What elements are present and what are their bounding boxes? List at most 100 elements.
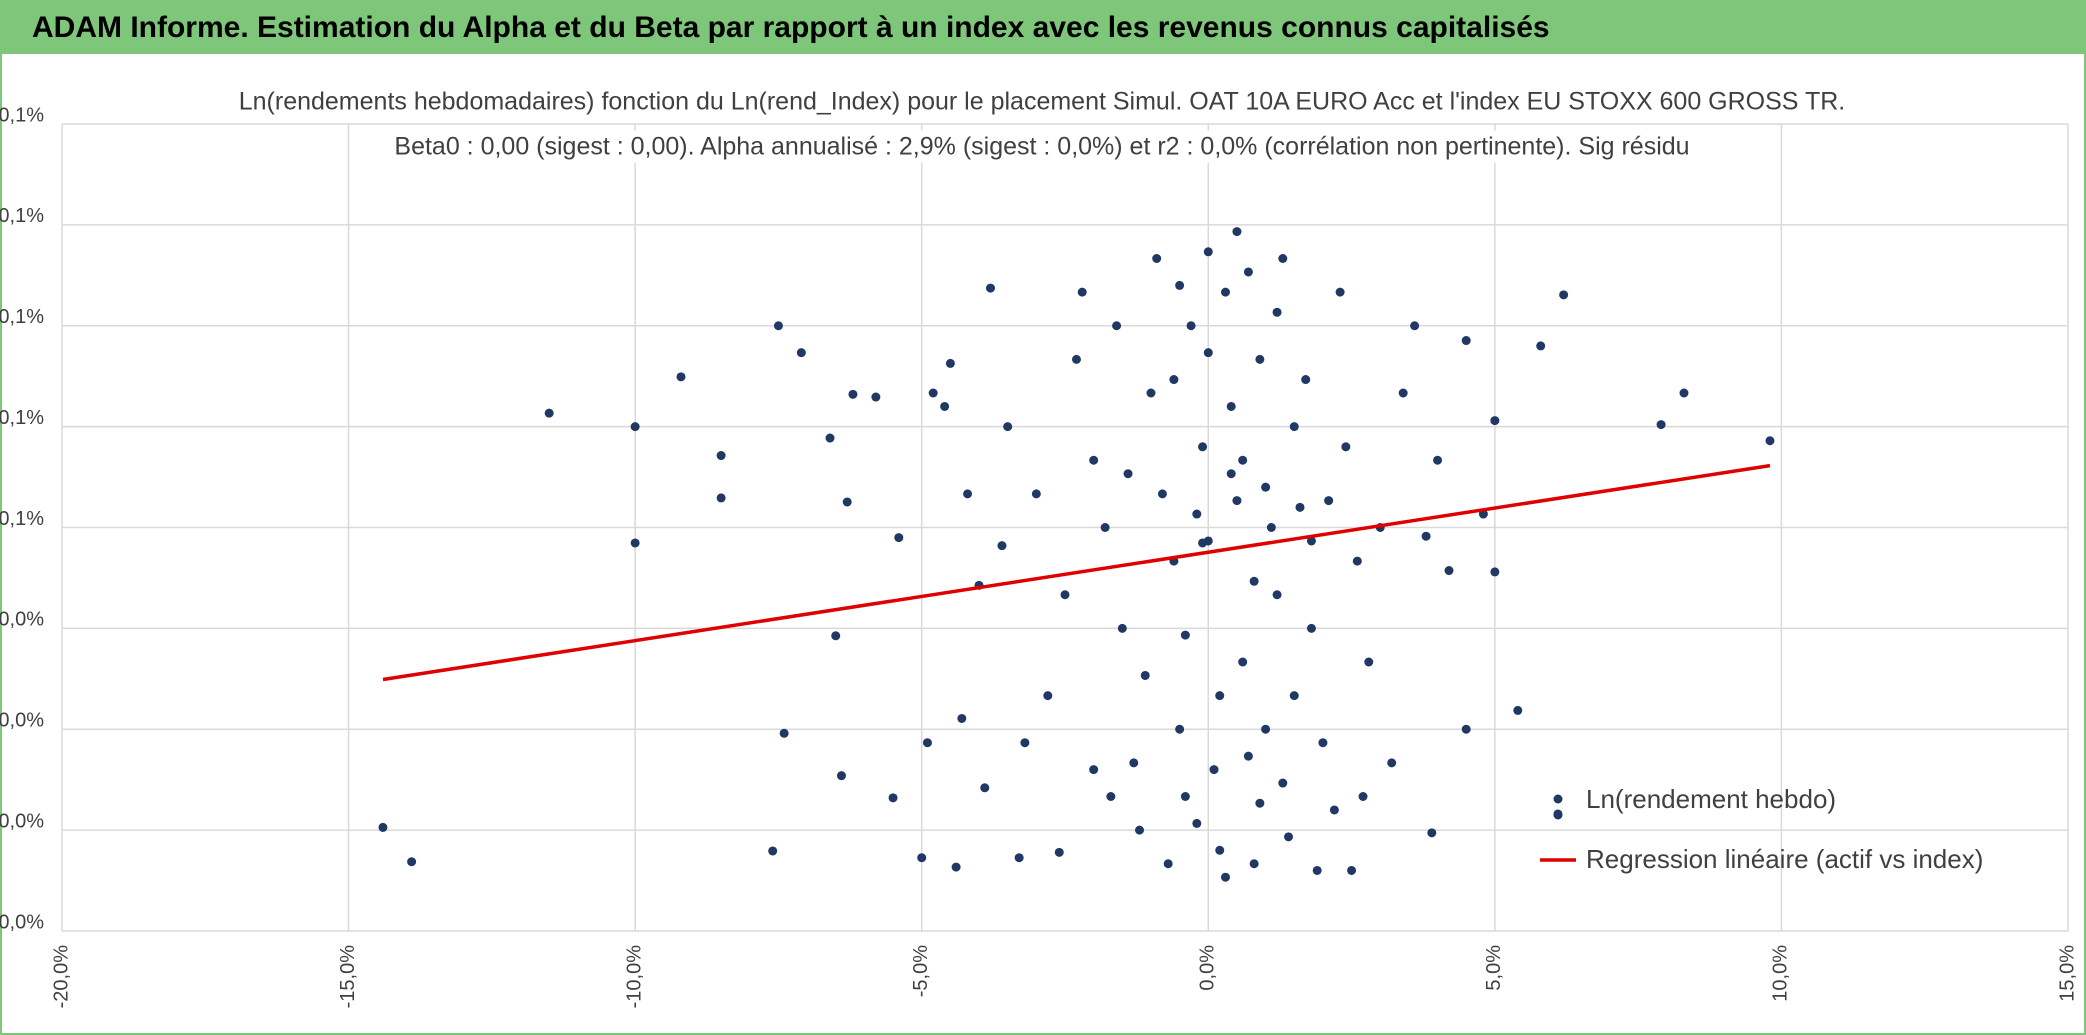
scatter-point bbox=[1112, 321, 1122, 331]
scatter-point bbox=[871, 392, 881, 402]
scatter-point bbox=[1324, 496, 1334, 506]
scatter-point bbox=[1347, 865, 1357, 875]
scatter-point bbox=[1352, 556, 1362, 566]
scatter-point bbox=[1226, 401, 1236, 411]
x-tick-label: -5,0% bbox=[910, 945, 932, 997]
scatter-point bbox=[1243, 751, 1253, 761]
y-tick-label: 0,1% bbox=[0, 407, 44, 429]
scatter-point bbox=[1146, 388, 1156, 398]
scatter-point bbox=[1215, 845, 1225, 855]
scatter-point bbox=[1238, 657, 1248, 667]
scatter-point bbox=[1266, 523, 1276, 532]
scatter-point bbox=[997, 541, 1007, 551]
title-background bbox=[230, 85, 1854, 118]
y-tick-label: 0,1% bbox=[0, 508, 44, 530]
scatter-point bbox=[630, 422, 640, 432]
scatter-point bbox=[1054, 847, 1064, 857]
scatter-point bbox=[1427, 828, 1437, 838]
scatter-point bbox=[1232, 227, 1242, 237]
scatter-point bbox=[1169, 375, 1179, 385]
scatter-point bbox=[1284, 832, 1294, 842]
scatter-point bbox=[980, 783, 990, 793]
scatter-point bbox=[1410, 321, 1420, 331]
scatter-point bbox=[1301, 375, 1311, 385]
scatter-point bbox=[1513, 705, 1523, 715]
scatter-point bbox=[928, 388, 938, 398]
scatter-point bbox=[1014, 853, 1024, 863]
x-tick-label: -20,0% bbox=[50, 945, 72, 1009]
scatter-point bbox=[407, 857, 417, 867]
scatter-point bbox=[1358, 792, 1368, 801]
scatter-point bbox=[779, 728, 789, 738]
scatter-point bbox=[1192, 509, 1202, 519]
scatter-point bbox=[842, 497, 852, 507]
title-background bbox=[386, 130, 1698, 163]
scatter-point bbox=[1559, 290, 1569, 300]
scatter-point bbox=[1536, 341, 1546, 351]
scatter-point bbox=[676, 372, 686, 382]
scatter-point bbox=[1198, 442, 1208, 452]
scatter-point bbox=[963, 489, 973, 499]
scatter-point bbox=[1060, 590, 1070, 600]
scatter-point bbox=[1249, 576, 1259, 586]
scatter-point bbox=[1306, 536, 1316, 546]
y-tick-label: 0,0% bbox=[0, 810, 44, 832]
scatter-point bbox=[836, 771, 846, 781]
scatter-point bbox=[630, 538, 640, 548]
y-tick-label: 0,1% bbox=[0, 205, 44, 227]
scatter-point bbox=[951, 862, 961, 872]
scatter-point bbox=[831, 631, 841, 641]
scatter-point bbox=[848, 389, 858, 399]
scatter-point bbox=[1272, 590, 1282, 600]
x-tick-label: -10,0% bbox=[623, 945, 645, 1009]
scatter-point bbox=[1289, 691, 1299, 701]
scatter-point bbox=[1152, 254, 1162, 263]
y-tick-label: 0,0% bbox=[0, 710, 44, 732]
scatter-point bbox=[1243, 267, 1253, 277]
scatter-point bbox=[940, 401, 950, 411]
scatter-point bbox=[1232, 496, 1242, 506]
scatter-point bbox=[1157, 489, 1167, 499]
scatter-point bbox=[768, 846, 778, 856]
scatter-point bbox=[1679, 388, 1689, 398]
scatter-point bbox=[1226, 469, 1236, 479]
legend-label: Ln(rendement hebdo) bbox=[1586, 784, 1836, 814]
scatter-point bbox=[1031, 489, 1041, 499]
scatter-point bbox=[1398, 388, 1408, 398]
scatter-point bbox=[1020, 738, 1030, 748]
header-bar bbox=[0, 0, 2086, 54]
legend-marker bbox=[1553, 810, 1563, 820]
scatter-point bbox=[544, 408, 554, 418]
scatter-point bbox=[888, 793, 898, 803]
scatter-point bbox=[1306, 623, 1316, 633]
x-tick-label: 15,0% bbox=[2056, 945, 2078, 1002]
chart: 0,0% 0,0% 0,0% 0,0% 0,1% 0,1% 0,1% 0,1% 0,1% -20,… bbox=[0, 85, 2078, 1009]
y-tick-label: 0,1% bbox=[0, 306, 44, 328]
scatter-point bbox=[1220, 872, 1230, 882]
scatter-point bbox=[894, 533, 904, 543]
regression-line bbox=[382, 463, 1771, 682]
scatter-point bbox=[1003, 422, 1013, 432]
y-tick-label: 0,0% bbox=[0, 911, 44, 933]
scatter-point bbox=[1295, 502, 1305, 512]
scatter-point bbox=[1192, 818, 1202, 828]
scatter-point bbox=[1261, 724, 1271, 734]
scatter-point bbox=[957, 713, 967, 723]
scatter-point bbox=[1278, 254, 1288, 263]
scatter-point bbox=[1261, 482, 1271, 492]
scatter-point bbox=[1278, 778, 1288, 788]
scatter-point bbox=[1203, 348, 1213, 358]
scatter-point bbox=[1238, 455, 1248, 465]
scatter-point bbox=[1490, 567, 1500, 577]
x-tick-label: 10,0% bbox=[1770, 945, 1792, 1002]
header-title: ADAM Informe. Estimation du Alpha et du … bbox=[32, 11, 1550, 44]
scatter-point bbox=[1364, 657, 1374, 667]
scatter-point bbox=[1100, 523, 1110, 532]
scatter-point bbox=[1289, 422, 1299, 432]
scatter-point bbox=[922, 738, 932, 748]
scatter-point bbox=[985, 283, 995, 293]
scatter-point bbox=[1433, 455, 1443, 465]
scatter-point bbox=[1272, 307, 1282, 317]
